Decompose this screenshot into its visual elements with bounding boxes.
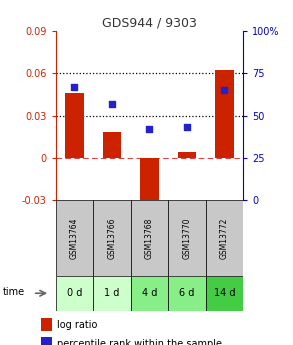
Bar — [103, 132, 121, 158]
Bar — [65, 93, 84, 158]
Bar — [168, 276, 206, 310]
Bar — [206, 200, 243, 276]
Text: GSM13772: GSM13772 — [220, 217, 229, 259]
Text: time: time — [3, 287, 25, 296]
Bar — [215, 70, 234, 158]
Bar — [131, 276, 168, 310]
Text: GSM13766: GSM13766 — [108, 217, 116, 259]
Text: GSM13770: GSM13770 — [183, 217, 191, 259]
Text: GSM13764: GSM13764 — [70, 217, 79, 259]
Title: GDS944 / 9303: GDS944 / 9303 — [102, 17, 197, 30]
Text: 14 d: 14 d — [214, 288, 235, 298]
Text: GSM13768: GSM13768 — [145, 217, 154, 259]
Bar — [206, 276, 243, 310]
Bar — [168, 200, 206, 276]
Bar — [56, 276, 93, 310]
Point — [147, 126, 152, 132]
Text: 6 d: 6 d — [179, 288, 195, 298]
Bar — [41, 318, 52, 331]
Text: 1 d: 1 d — [104, 288, 120, 298]
Bar — [93, 276, 131, 310]
Bar — [140, 158, 159, 210]
Point — [185, 125, 189, 130]
Text: 4 d: 4 d — [142, 288, 157, 298]
Bar — [131, 200, 168, 276]
Text: 0 d: 0 d — [67, 288, 82, 298]
Bar — [178, 152, 196, 158]
Bar — [41, 337, 52, 345]
Point — [110, 101, 114, 107]
Text: percentile rank within the sample: percentile rank within the sample — [57, 338, 222, 345]
Text: log ratio: log ratio — [57, 319, 97, 329]
Bar — [93, 200, 131, 276]
Bar — [56, 200, 93, 276]
Point — [72, 84, 77, 90]
Point — [222, 87, 227, 93]
